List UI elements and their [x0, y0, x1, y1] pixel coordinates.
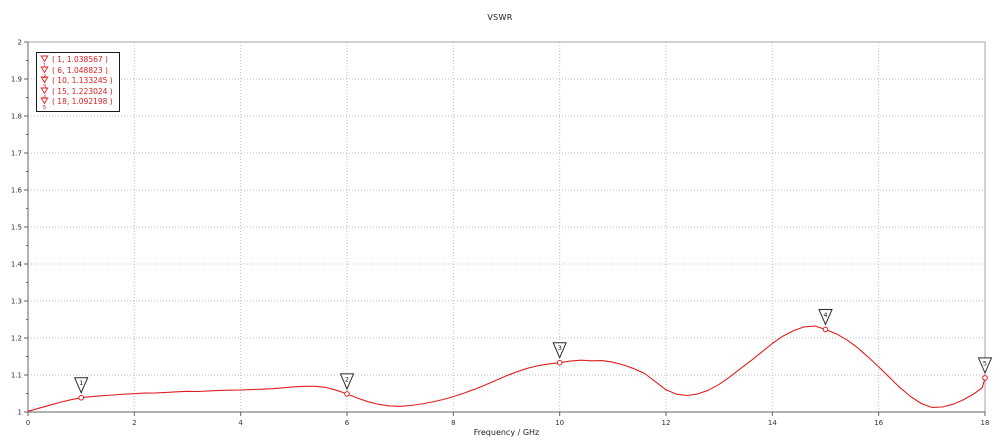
legend-entry: 2 ( 6, 1.048823 ): [40, 65, 113, 79]
y-tick-label: 1.3: [11, 298, 22, 306]
curve-marker-4[interactable]: 4: [818, 308, 833, 333]
marker-number: 4: [823, 311, 827, 319]
y-tick-label: 1.6: [11, 187, 23, 195]
legend-entry: 5 ( 18, 1.092198 ): [40, 97, 113, 110]
x-tick-label: 14: [768, 419, 777, 427]
legend-marker-icon: 5: [40, 97, 49, 110]
marker-number: 5: [983, 359, 987, 367]
x-tick-label: 16: [874, 419, 883, 427]
x-tick-label: 2: [132, 419, 136, 427]
x-tick-label: 4: [238, 419, 243, 427]
x-tick-label: 10: [555, 419, 564, 427]
vswr-curve: [27, 325, 986, 412]
x-tick-label: 6: [345, 419, 350, 427]
legend-entry: 1 ( 1, 1.038567 ): [40, 55, 113, 68]
marker-triangle[interactable]: [339, 373, 355, 391]
legend-entry: 4 ( 15, 1.223024 ): [40, 86, 113, 100]
curve-marker-5[interactable]: 5: [977, 357, 993, 381]
y-tick-label: 1.9: [11, 76, 22, 84]
svg-text:2: 2: [43, 74, 47, 79]
marker-number: 3: [558, 344, 562, 352]
legend-entry-label: ( 6, 1.048823 ): [52, 65, 108, 75]
legend-marker-icon: 2: [40, 66, 49, 79]
legend-marker-icon: 1: [40, 55, 49, 68]
y-tick-label: 1: [18, 409, 22, 417]
x-tick-label: 18: [981, 419, 990, 427]
x-tick-label: 12: [662, 419, 671, 427]
x-tick-label: 0: [26, 419, 30, 427]
y-tick-label: 1.8: [11, 113, 22, 121]
marker-triangle[interactable]: [73, 377, 89, 394]
y-tick-label: 1.2: [11, 335, 22, 343]
curve-marker-2[interactable]: 2: [339, 373, 355, 397]
legend-marker-icon: 3: [40, 76, 49, 89]
svg-text:1: 1: [43, 63, 47, 68]
legend-entry-label: ( 1, 1.038567 ): [52, 55, 108, 64]
legend-entry: 3 ( 10, 1.133245 ): [40, 76, 113, 89]
curve-marker-3[interactable]: 3: [552, 342, 567, 366]
svg-text:4: 4: [43, 95, 47, 100]
marker-point[interactable]: [822, 326, 829, 333]
chart-title: VSWR: [487, 13, 513, 22]
curve-marker-1[interactable]: 1: [73, 377, 89, 401]
marker-triangle[interactable]: [977, 357, 993, 375]
y-tick-label: 1.1: [11, 372, 22, 380]
marker-point[interactable]: [344, 391, 350, 397]
legend-entry-label: ( 15, 1.223024 ): [52, 86, 113, 96]
marker-legend[interactable]: 1 ( 1, 1.038567 ) 2 ( 6, 1.048823 ) 3 ( 10, 1…: [36, 52, 120, 112]
marker-triangle[interactable]: [818, 308, 833, 326]
legend-entry-label: ( 10, 1.133245 ): [52, 76, 113, 85]
y-tick-label: 1.5: [11, 224, 22, 232]
marker-triangle[interactable]: [552, 342, 567, 359]
marker-point[interactable]: [982, 375, 988, 381]
legend-marker-icon: 4: [40, 87, 49, 100]
marker-point[interactable]: [556, 359, 563, 366]
marker-number: 1: [79, 379, 83, 387]
x-tick-label: 8: [451, 419, 455, 427]
y-tick-label: 1.7: [11, 150, 22, 158]
y-tick-label: 1.4: [11, 261, 23, 269]
y-tick-label: 2: [18, 39, 22, 47]
svg-text:5: 5: [43, 105, 47, 110]
svg-text:3: 3: [43, 84, 47, 89]
legend-entry-label: ( 18, 1.092198 ): [52, 97, 113, 106]
marker-point[interactable]: [78, 394, 84, 401]
marker-number: 2: [345, 375, 349, 383]
x-axis-title: Frequency / GHz: [473, 428, 540, 437]
